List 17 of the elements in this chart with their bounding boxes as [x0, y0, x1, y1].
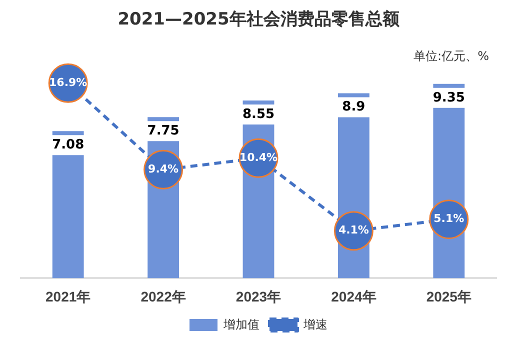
- legend-label: 增速: [302, 317, 328, 332]
- data-label: 8.9: [342, 100, 366, 115]
- data-label: 8.55: [242, 106, 275, 122]
- text: 单位:亿元、%: [414, 48, 489, 65]
- x-tick-label: 2025年: [426, 288, 472, 304]
- data-label: 9.35: [432, 90, 465, 106]
- data-label: 5.1%: [434, 212, 464, 226]
- data-label: 7.08: [52, 137, 84, 152]
- legend-label: 增加值: [222, 317, 260, 332]
- x-tick-label: 2021年: [46, 288, 91, 304]
- data-label: 4.1%: [338, 224, 369, 237]
- data-label: 7.75: [147, 124, 180, 139]
- x-tick-label: 2023年: [236, 288, 282, 304]
- x-tick-label: 2022年: [140, 288, 186, 304]
- x-tick-label: 2024年: [331, 288, 376, 304]
- data-label: 9.4%: [148, 162, 179, 176]
- chart-title: 2021—2025年社会消费品零售总额: [118, 10, 400, 30]
